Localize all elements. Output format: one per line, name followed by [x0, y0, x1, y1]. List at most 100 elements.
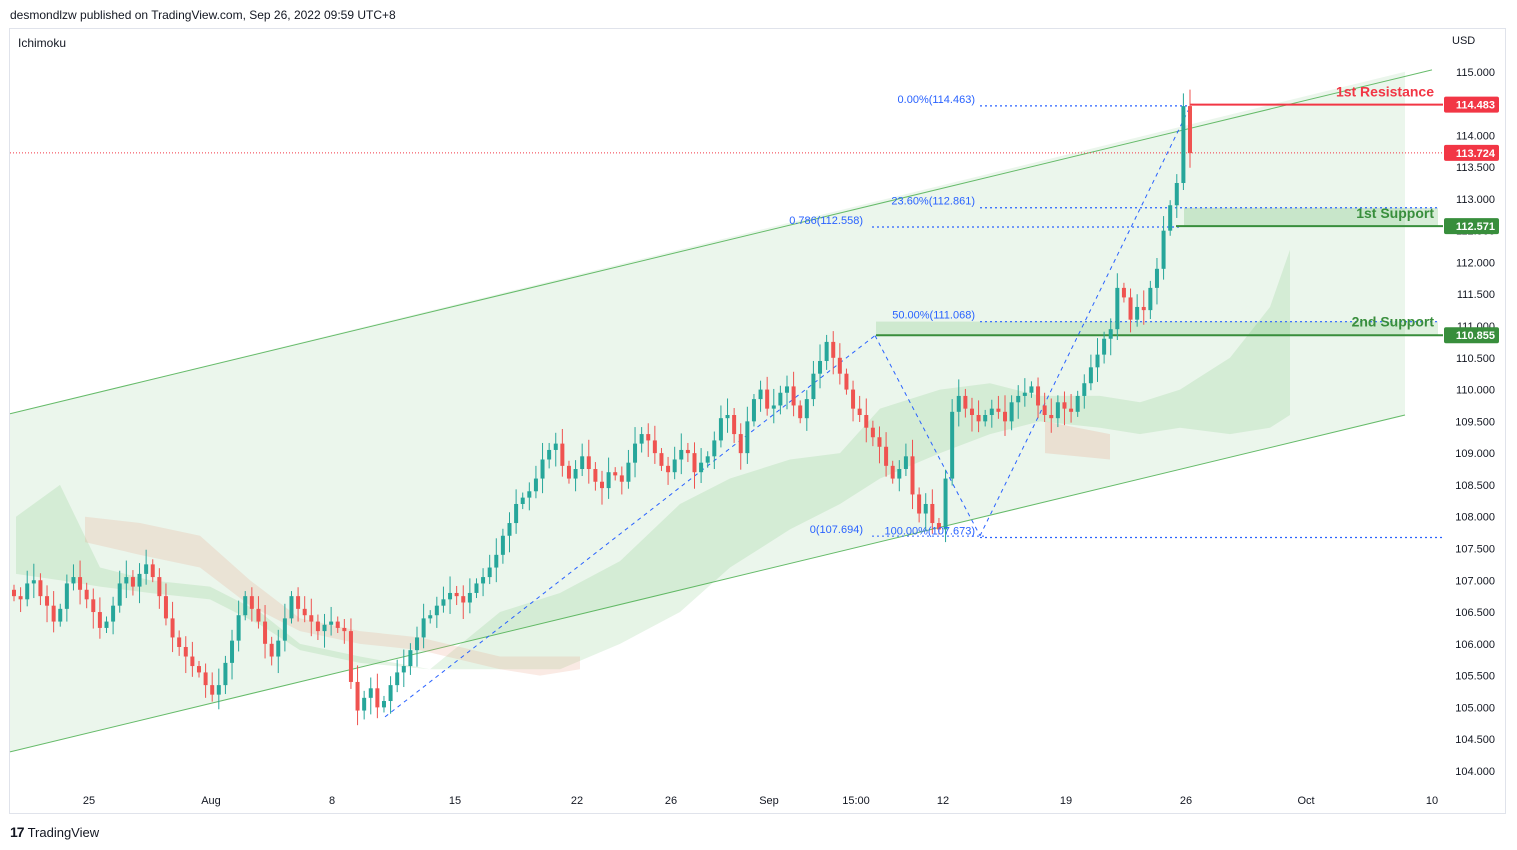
candle-body: [84, 589, 89, 600]
candle-body: [1069, 408, 1074, 412]
candle-body: [415, 637, 420, 651]
currency-label: USD: [1452, 35, 1476, 47]
candle-body: [765, 389, 770, 409]
candle-body: [613, 472, 618, 476]
candle-body: [296, 596, 301, 609]
candle-body: [474, 583, 479, 593]
candle-body: [329, 621, 334, 625]
x-tick-label: Oct: [1297, 795, 1314, 807]
candle-body: [983, 415, 988, 422]
candle-body: [758, 389, 763, 400]
candle-body: [150, 564, 155, 578]
candle-body: [725, 415, 730, 419]
y-tick-label: 109.500: [1455, 416, 1495, 428]
candle-body: [1082, 383, 1087, 396]
candle-body: [441, 599, 446, 606]
candle-body: [1181, 106, 1186, 184]
candle-body: [1148, 287, 1153, 311]
candle-body: [362, 697, 367, 711]
candle-body: [236, 615, 241, 641]
candle-body: [917, 494, 922, 514]
candle-body: [685, 449, 690, 454]
channel-fill: [10, 71, 1405, 752]
candle-body: [1154, 268, 1159, 288]
candle-body: [78, 577, 83, 590]
x-tick-label: Sep: [759, 795, 779, 807]
candle-body: [97, 612, 102, 628]
candle-body: [732, 415, 737, 435]
candle-body: [745, 421, 750, 454]
candle-body: [45, 596, 50, 606]
candle-body: [494, 554, 499, 568]
y-tick-label: 108.000: [1455, 512, 1495, 524]
candle-body: [137, 573, 142, 587]
candle-body: [1141, 306, 1146, 311]
indicator-label[interactable]: Ichimoku: [18, 36, 67, 50]
candle-body: [1055, 402, 1060, 419]
candle-body: [177, 637, 182, 647]
candle-body: [672, 459, 677, 473]
candle-body: [646, 434, 651, 441]
candle-body: [355, 681, 360, 711]
fib-label: 0(107.694): [810, 524, 863, 536]
candle-body: [1029, 386, 1034, 393]
y-tick-label: 109.000: [1455, 448, 1495, 460]
fib-label: 50.00%(111.068): [892, 310, 975, 322]
candle-body: [289, 596, 294, 619]
tradingview-footer[interactable]: 17 TradingView: [10, 824, 99, 840]
candle-body: [368, 688, 373, 698]
y-tick-label: 113.000: [1456, 194, 1495, 206]
candle-body: [256, 608, 261, 622]
candle-body: [216, 685, 221, 695]
candle-body: [1042, 405, 1047, 415]
candle-body: [936, 523, 941, 530]
y-tick-label: 107.500: [1455, 543, 1495, 555]
candle-body: [269, 643, 274, 657]
candle-body: [811, 373, 816, 400]
x-tick-label: 15: [449, 795, 461, 807]
x-tick-label: 8: [329, 795, 335, 807]
candle-body: [421, 618, 426, 638]
candle-body: [104, 621, 109, 628]
x-tick-label: 26: [665, 795, 677, 807]
candle-body: [619, 475, 624, 482]
candle-body: [963, 395, 968, 409]
x-tick-label: 26: [1180, 795, 1192, 807]
candle-body: [547, 449, 552, 460]
level-label: 1st Resistance: [1336, 84, 1434, 100]
x-tick-label: 10: [1426, 795, 1438, 807]
footer-brand: TradingView: [27, 824, 100, 840]
y-tick-label: 111.500: [1457, 289, 1495, 301]
candle-body: [342, 627, 347, 632]
candle-body: [844, 373, 849, 390]
candle-body: [276, 640, 281, 657]
y-tick-label: 107.000: [1455, 575, 1495, 587]
candle-body: [903, 456, 908, 470]
candle-body: [573, 469, 578, 479]
candle-body: [302, 608, 307, 616]
x-tick-label: 25: [83, 795, 95, 807]
candle-body: [25, 583, 30, 600]
candle-body: [771, 405, 776, 409]
candle-body: [699, 462, 704, 473]
candle-body: [157, 577, 162, 597]
candle-body: [12, 589, 16, 597]
candle-body: [170, 618, 175, 638]
candle-body: [626, 462, 631, 482]
candle-body: [203, 672, 208, 686]
x-tick-label: 15:00: [842, 795, 870, 807]
candle-body: [1075, 395, 1080, 412]
price-tag: [1444, 327, 1499, 344]
ichimoku-cloud-red-2: [1045, 421, 1110, 460]
candle-body: [718, 418, 723, 441]
support-zone-1: [1184, 207, 1438, 227]
candle-body: [467, 592, 472, 603]
candle-body: [1121, 287, 1126, 298]
candle-body: [51, 605, 56, 622]
x-tick-label: 12: [937, 795, 949, 807]
candle-body: [401, 666, 406, 673]
candle-body: [481, 577, 486, 584]
candle-body: [864, 415, 869, 428]
candle-body: [818, 360, 823, 374]
